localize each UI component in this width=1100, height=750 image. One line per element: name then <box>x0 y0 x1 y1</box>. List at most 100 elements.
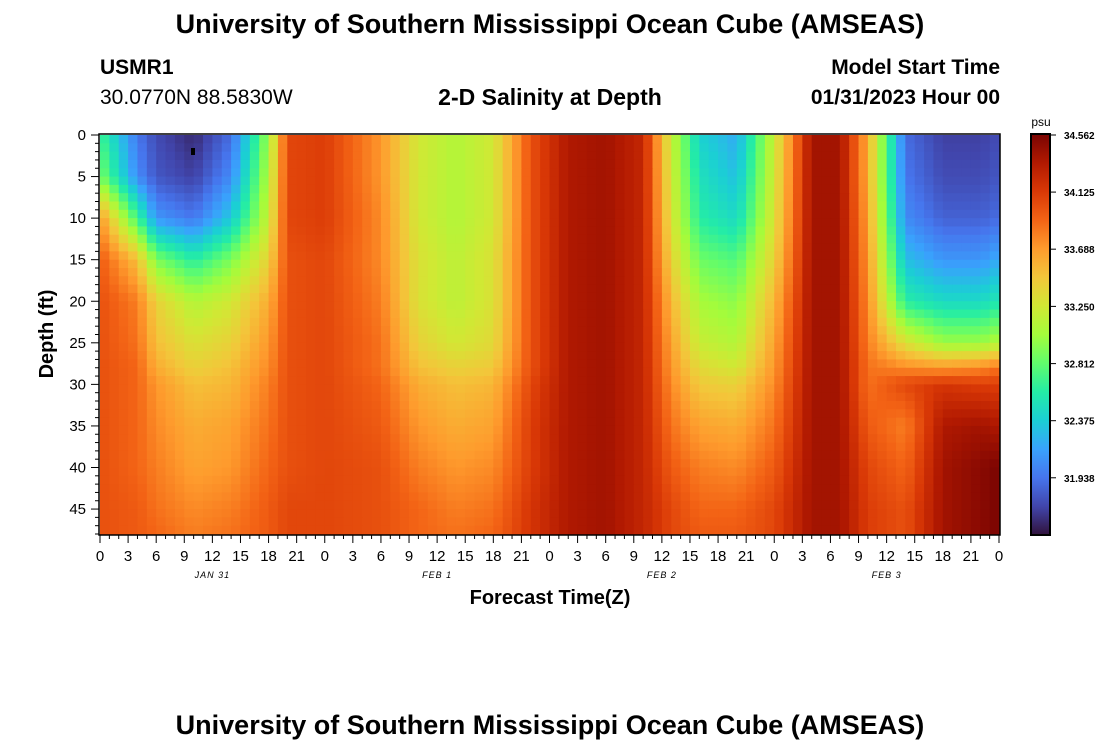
heatmap-cell <box>203 525 213 535</box>
heatmap-cell <box>343 417 354 427</box>
heatmap-cell <box>399 226 410 236</box>
heatmap-cell <box>689 176 700 186</box>
heatmap-cell <box>643 409 654 419</box>
heatmap-cell <box>380 243 391 252</box>
heatmap-cell <box>942 151 953 161</box>
heatmap-cell <box>483 309 494 319</box>
heatmap-cell <box>334 392 345 402</box>
heatmap-cell <box>924 301 935 311</box>
heatmap-cell <box>746 292 757 302</box>
heatmap-cell <box>540 284 551 294</box>
heatmap-cell <box>727 342 738 352</box>
heatmap-cell <box>165 234 176 244</box>
heatmap-cell <box>231 509 242 518</box>
heatmap-cell <box>858 326 869 336</box>
heatmap-cell <box>493 384 504 394</box>
heatmap-cell <box>399 359 410 369</box>
heatmap-cell <box>174 517 185 527</box>
heatmap-cell <box>474 500 485 510</box>
heatmap-cell <box>306 334 316 344</box>
heatmap-cell <box>502 234 513 244</box>
heatmap-cell <box>530 500 541 510</box>
heatmap-cell <box>980 176 991 186</box>
heatmap-cell <box>427 367 438 377</box>
heatmap-cell <box>830 193 841 203</box>
heatmap-cell <box>380 459 391 469</box>
heatmap-cell <box>399 401 410 410</box>
heatmap-cell <box>446 251 457 261</box>
heatmap-cell <box>455 326 466 336</box>
heatmap-cell <box>924 459 935 469</box>
heatmap-cell <box>680 276 691 286</box>
heatmap-cell <box>746 334 757 344</box>
heatmap-cell <box>268 492 279 502</box>
heatmap-cell <box>942 292 953 302</box>
heatmap-cell <box>699 326 710 336</box>
heatmap-cell <box>858 159 869 169</box>
heatmap-cell <box>661 218 672 228</box>
heatmap-cell <box>568 492 579 502</box>
heatmap-cell <box>165 151 176 161</box>
heatmap-cell <box>530 359 541 369</box>
heatmap-cell <box>905 143 916 153</box>
heatmap-cell <box>895 467 906 477</box>
heatmap-cell <box>643 334 654 344</box>
heatmap-cell <box>343 409 354 419</box>
heatmap-cell <box>830 417 841 427</box>
heatmap-cell <box>886 492 897 502</box>
heatmap-cell <box>586 193 597 203</box>
heatmap-cell <box>802 209 813 219</box>
heatmap-cell <box>736 376 747 385</box>
heatmap-cell <box>727 442 738 452</box>
heatmap-cell <box>764 292 775 302</box>
heatmap-cell <box>811 226 822 236</box>
heatmap-cell <box>596 342 607 352</box>
heatmap-cell <box>961 251 972 261</box>
heatmap-cell <box>783 259 794 269</box>
heatmap-cell <box>240 425 251 435</box>
heatmap-cell <box>100 284 110 294</box>
heatmap-cell <box>699 484 710 494</box>
heatmap-cell <box>643 301 654 311</box>
heatmap-cell <box>306 292 316 302</box>
heatmap-cell <box>633 159 644 169</box>
heatmap-cell <box>240 500 251 510</box>
heatmap-cell <box>736 218 747 228</box>
heatmap-cell <box>512 251 522 261</box>
heatmap-cell <box>409 135 419 144</box>
heatmap-cell <box>287 484 298 494</box>
heatmap-cell <box>568 251 579 261</box>
heatmap-cell <box>287 259 298 269</box>
heatmap-cell <box>811 475 822 485</box>
heatmap-cell <box>689 243 700 252</box>
heatmap-cell <box>165 226 176 236</box>
heatmap-cell <box>427 492 438 502</box>
heatmap-cell <box>680 425 691 435</box>
heatmap-cell <box>156 467 167 477</box>
heatmap-cell <box>249 251 260 261</box>
heatmap-cell <box>736 259 747 269</box>
heatmap-cell <box>605 384 616 394</box>
heatmap-cell <box>615 409 626 419</box>
heatmap-cell <box>746 384 757 394</box>
heatmap-cell <box>680 492 691 502</box>
heatmap-cell <box>596 201 607 211</box>
heatmap-cell <box>680 384 691 394</box>
x-tick-label: 21 <box>963 548 980 565</box>
heatmap-cell <box>212 359 223 369</box>
heatmap-cell <box>352 425 363 435</box>
heatmap-cell <box>427 159 438 169</box>
x-tick-label: 12 <box>429 548 446 565</box>
heatmap-cell <box>156 384 167 394</box>
heatmap-cell <box>736 484 747 494</box>
heatmap-cell <box>633 467 644 477</box>
heatmap-cell <box>671 500 682 510</box>
heatmap-cell <box>399 292 410 302</box>
heatmap-cell <box>558 243 569 252</box>
heatmap-cell <box>689 218 700 228</box>
heatmap-cell <box>867 176 878 186</box>
heatmap-cell <box>334 243 345 252</box>
heatmap-cell <box>718 425 729 435</box>
heatmap-cell <box>502 517 513 527</box>
heatmap-cell <box>474 467 485 477</box>
